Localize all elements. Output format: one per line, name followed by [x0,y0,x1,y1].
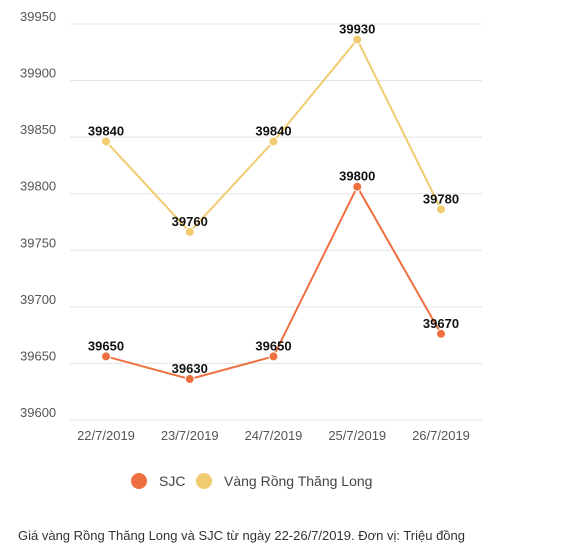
y-tick-label: 39750 [20,235,56,250]
y-tick-label: 39900 [20,66,56,81]
data-point [268,351,279,362]
y-tick-label: 39950 [20,9,56,24]
y-tick-label: 39700 [20,292,56,307]
legend-marker [196,473,212,489]
x-tick-label: 22/7/2019 [77,428,135,443]
y-tick-label: 39650 [20,348,56,363]
data-point [352,34,363,45]
data-label: 39800 [339,169,375,184]
chart-caption: Giá vàng Rồng Thăng Long và SJC từ ngày … [18,528,465,543]
data-point [352,181,363,192]
y-tick-label: 39800 [20,179,56,194]
data-point [184,374,195,385]
data-label: 39840 [255,123,291,138]
data-label: 39650 [255,338,291,353]
data-label: 39630 [172,361,208,376]
data-point [101,136,111,147]
y-tick-label: 39850 [20,122,56,137]
legend-label: Vàng Rồng Thăng Long [224,473,372,489]
x-tick-label: 23/7/2019 [161,428,219,443]
data-label: 39760 [172,214,208,229]
legend-label: SJC [159,473,185,489]
y-tick-label: 39600 [20,405,56,420]
data-point [184,226,195,237]
data-label: 39840 [88,123,124,138]
data-label: 39930 [339,22,375,37]
data-point [101,351,111,362]
data-point [268,136,279,147]
data-label: 39780 [423,191,459,206]
data-point [436,204,446,215]
x-tick-label: 24/7/2019 [245,428,303,443]
x-tick-label: 26/7/2019 [412,428,470,443]
data-point [436,328,446,339]
data-label: 39650 [88,338,124,353]
x-tick-label: 25/7/2019 [328,428,386,443]
legend-marker [131,473,147,489]
data-label: 39670 [423,316,459,331]
